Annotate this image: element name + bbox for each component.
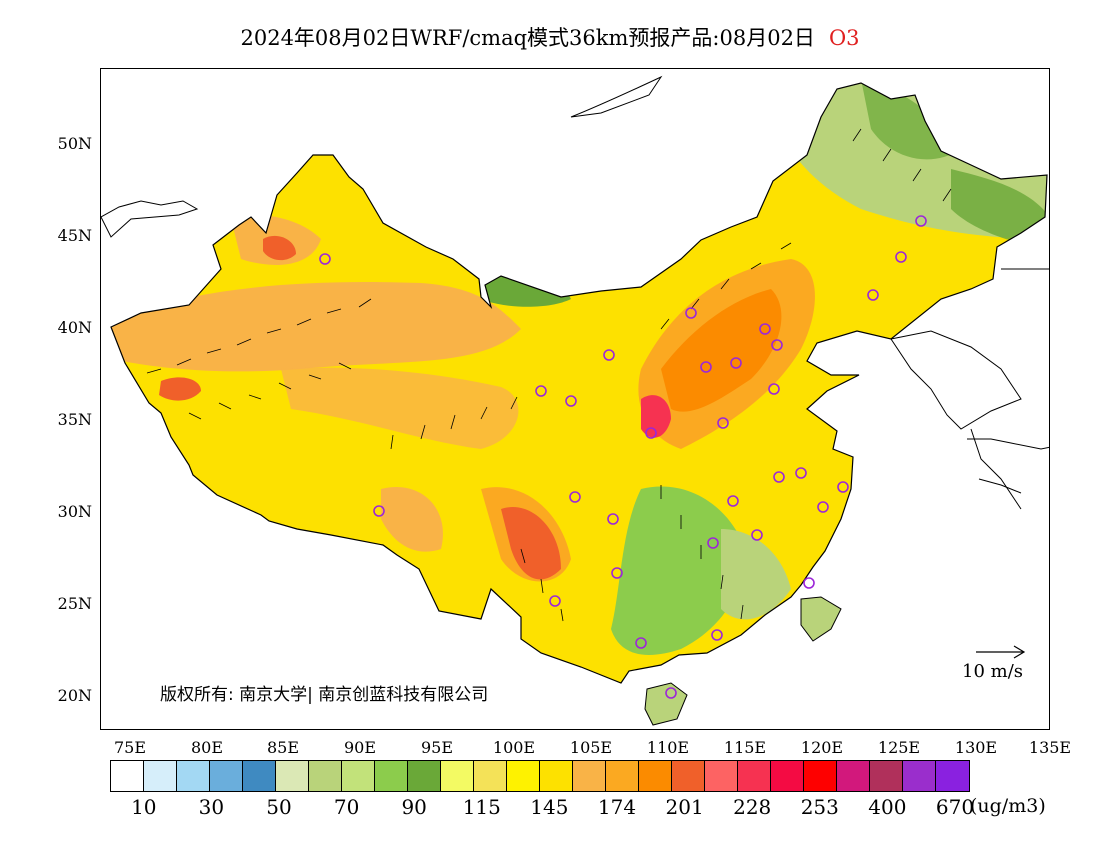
colorbar-tick-label: 400 [868, 795, 907, 819]
species-label: O3 [828, 26, 860, 50]
colorbar-swatch [672, 761, 705, 791]
unit-label: (ug/m3) [970, 795, 1046, 817]
concentration-field [111, 83, 1047, 655]
colorbar-swatch [210, 761, 243, 791]
colorbar-swatch [606, 761, 639, 791]
colorbar-swatch [309, 761, 342, 791]
colorbar-swatch [342, 761, 375, 791]
colorbar-tick-label: 115 [462, 795, 501, 819]
colorbar-swatch [870, 761, 903, 791]
colorbar-swatch [837, 761, 870, 791]
colorbar-tick-label: 670 [935, 795, 975, 819]
colorbar-tick-label: 174 [597, 795, 637, 819]
colorbar-swatch [111, 761, 144, 791]
lat-label-35n: 35N [57, 410, 92, 429]
colorbar-tick-label: 253 [800, 795, 839, 819]
colorbar-swatch [738, 761, 771, 791]
title-text: 2024年08月02日WRF/cmaq模式36km预报产品:08月02日 [240, 26, 815, 50]
colorbar-swatch [276, 761, 309, 791]
colorbar-swatch [441, 761, 474, 791]
lon-label-90e: 90E [343, 738, 377, 757]
colorbar-tick-label: 10 [131, 795, 157, 819]
colorbar-swatch [507, 761, 540, 791]
lat-label-30n: 30N [57, 502, 92, 521]
lon-label-110e: 110E [646, 738, 690, 757]
colorbar-swatch [705, 761, 738, 791]
station-markers [319, 215, 927, 699]
colorbar-tick-label: 145 [530, 795, 569, 819]
colorbar-swatch [474, 761, 507, 791]
colorbar-swatch [540, 761, 573, 791]
colorbar [110, 760, 970, 792]
colorbar-swatch [936, 761, 969, 791]
lat-label-50n: 50N [57, 134, 92, 153]
wind-scale-label: 10 m/s [962, 661, 1023, 682]
lon-label-80e: 80E [190, 738, 224, 757]
colorbar-swatch [771, 761, 804, 791]
lon-label-85e: 85E [266, 738, 300, 757]
lat-label-45n: 45N [57, 226, 92, 245]
colorbar-swatch [903, 761, 936, 791]
lon-label-115e: 115E [723, 738, 767, 757]
map-canvas [101, 75, 1049, 726]
lon-label-75e: 75E [113, 738, 147, 757]
colorbar-tick-label: 50 [266, 795, 292, 819]
lon-label-105e: 105E [569, 738, 613, 757]
lat-label-25n: 25N [57, 594, 92, 613]
colorbar-swatch [144, 761, 177, 791]
colorbar-swatch [639, 761, 672, 791]
colorbar-swatch [375, 761, 408, 791]
colorbar-tick-label: 201 [665, 795, 704, 819]
colorbar-tick-label: 228 [733, 795, 772, 819]
lon-label-130e: 130E [954, 738, 998, 757]
lon-label-100e: 100E [492, 738, 536, 757]
lat-label-20n: 20N [57, 686, 92, 705]
lon-label-95e: 95E [420, 738, 454, 757]
lon-label-125e: 125E [877, 738, 921, 757]
colorbar-swatch [804, 761, 837, 791]
lat-label-40n: 40N [57, 318, 92, 337]
colorbar-tick-label: 30 [198, 795, 225, 819]
wind-vectors [146, 128, 952, 622]
colorbar-tick-label: 90 [401, 795, 427, 819]
lon-label-120e: 120E [800, 738, 844, 757]
colorbar-tick-label: 70 [333, 795, 360, 819]
colorbar-swatch [243, 761, 276, 791]
colorbar-swatch [573, 761, 606, 791]
lon-label-135e: 135E [1028, 738, 1072, 757]
ozone-forecast-map [100, 68, 1050, 730]
colorbar-swatch [177, 761, 210, 791]
map-title: 2024年08月02日WRF/cmaq模式36km预报产品:08月02日 O3 [0, 22, 1100, 52]
copyright-notice: 版权所有: 南京大学| 南京创蓝科技有限公司 [160, 685, 489, 705]
arrow-right-icon [976, 645, 1026, 659]
colorbar-swatch [408, 761, 441, 791]
